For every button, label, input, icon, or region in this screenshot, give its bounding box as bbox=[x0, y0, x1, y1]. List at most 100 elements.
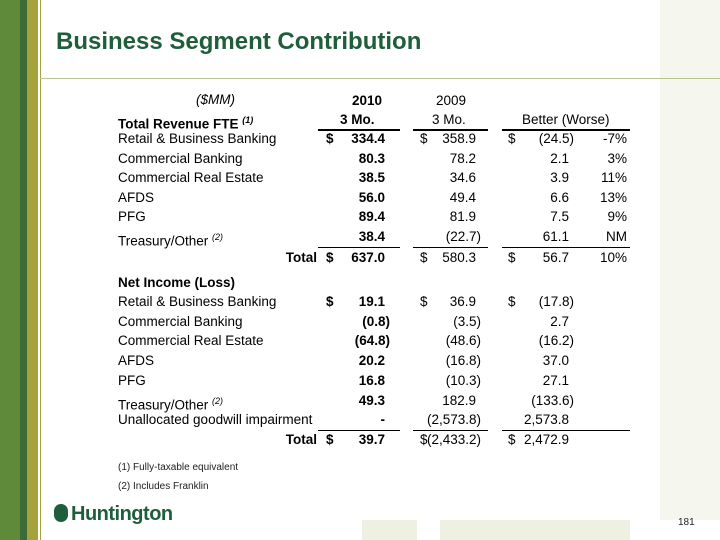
value-pct: 3% bbox=[607, 150, 627, 166]
footnote-ref: (1) bbox=[242, 115, 254, 125]
revenue-heading-text: Total Revenue FTE bbox=[118, 116, 239, 132]
logo-text: Huntington bbox=[71, 503, 173, 525]
row-label-text: Treasury/Other bbox=[118, 233, 209, 249]
value-2010: 19.1 bbox=[358, 294, 385, 309]
value-2009: (48.6) bbox=[445, 333, 481, 349]
sidebar-line bbox=[40, 0, 41, 540]
row-label: Unallocated goodwill impairment bbox=[118, 412, 312, 428]
sidebar-stripe-green bbox=[0, 0, 20, 540]
value-2009: (2,433.2) bbox=[426, 432, 481, 447]
value-change: 2,472.9 bbox=[523, 432, 569, 447]
logo-icon bbox=[54, 504, 68, 522]
value-pct: NM bbox=[606, 229, 627, 244]
value-change: 2,573.8 bbox=[523, 412, 569, 428]
value-2010: 38.4 bbox=[358, 229, 385, 244]
row-label-text: PFG bbox=[118, 372, 146, 388]
value-pct: 10% bbox=[599, 250, 627, 265]
sidebar-stripe-dark bbox=[20, 0, 27, 540]
row-label: Commercial Banking bbox=[118, 151, 243, 167]
currency-change: $ bbox=[508, 294, 516, 309]
value-2009: 78.2 bbox=[449, 150, 476, 166]
row-label-text: Commercial Real Estate bbox=[118, 170, 264, 186]
value-pct: 9% bbox=[607, 209, 627, 225]
value-change: 2.1 bbox=[550, 150, 569, 166]
currency-2010: $ bbox=[326, 250, 334, 265]
value-2009: (3.5) bbox=[453, 313, 481, 329]
value-change: 37.0 bbox=[542, 353, 569, 369]
row-label-text: Commercial Banking bbox=[118, 313, 243, 329]
underline bbox=[413, 129, 488, 131]
row-label-text: AFDS bbox=[118, 189, 155, 205]
value-2009: 36.9 bbox=[449, 294, 476, 309]
value-2010: 39.7 bbox=[358, 432, 385, 447]
currency-change: $ bbox=[508, 250, 516, 265]
page-number: 181 bbox=[678, 517, 695, 528]
value-change: (133.6) bbox=[531, 392, 574, 408]
value-2009: (16.8) bbox=[445, 353, 481, 369]
header-change: Better (Worse) bbox=[522, 112, 610, 127]
value-2010: 38.5 bbox=[358, 170, 385, 186]
value-2009: 580.3 bbox=[442, 250, 476, 265]
currency-change: $ bbox=[508, 131, 516, 146]
row-label: Retail & Business Banking bbox=[118, 131, 276, 147]
value-2009: 81.9 bbox=[449, 209, 476, 225]
value-change: 7.5 bbox=[550, 209, 569, 225]
revenue-heading: Total Revenue FTE (1) bbox=[118, 112, 253, 133]
watermark-shape bbox=[362, 520, 417, 540]
value-2010: (64.8) bbox=[354, 333, 390, 349]
value-change: 2.7 bbox=[550, 313, 569, 329]
row-label-text: Commercial Real Estate bbox=[118, 333, 264, 349]
total-label: Total bbox=[285, 432, 317, 447]
footnote-ref: (2) bbox=[212, 232, 224, 242]
header-2010-year: 2010 bbox=[352, 93, 383, 108]
currency-change: $ bbox=[508, 432, 516, 447]
row-label: Commercial Banking bbox=[118, 314, 243, 330]
currency-2010: $ bbox=[326, 131, 334, 146]
row-label: Commercial Real Estate bbox=[118, 333, 264, 349]
underline bbox=[502, 429, 630, 432]
value-change: 6.6 bbox=[550, 189, 569, 205]
currency-2010: $ bbox=[326, 432, 334, 447]
value-2010: 89.4 bbox=[358, 209, 385, 225]
value-2009: 358.9 bbox=[442, 131, 476, 146]
underline bbox=[318, 429, 400, 432]
value-2009: 49.4 bbox=[449, 189, 476, 205]
value-2010: 637.0 bbox=[351, 250, 385, 265]
currency-2009: $ bbox=[420, 131, 428, 146]
value-2009: 34.6 bbox=[449, 170, 476, 186]
title-divider bbox=[40, 78, 720, 79]
value-change: (16.2) bbox=[538, 333, 574, 349]
value-pct: 13% bbox=[599, 189, 627, 205]
value-2009: (2,573.8) bbox=[426, 412, 481, 428]
underline bbox=[502, 246, 630, 249]
value-change: 61.1 bbox=[542, 229, 569, 244]
value-pct: 11% bbox=[600, 170, 627, 186]
value-2010: 56.0 bbox=[358, 189, 385, 205]
underline bbox=[413, 246, 488, 249]
header-2010-period: 3 Mo. bbox=[340, 112, 375, 127]
row-label-text: Unallocated goodwill impairment bbox=[118, 412, 313, 428]
row-label: Commercial Real Estate bbox=[118, 170, 264, 186]
footnote-ref: (2) bbox=[212, 395, 224, 406]
row-label: PFG bbox=[118, 373, 146, 389]
row-label-text: Treasury/Other bbox=[118, 397, 209, 412]
value-2010: (0.8) bbox=[362, 313, 390, 329]
net-income-heading: Net Income (Loss) bbox=[118, 275, 236, 290]
currency-2009: $ bbox=[420, 432, 428, 447]
value-2010: 80.3 bbox=[358, 150, 385, 166]
value-change: 3.9 bbox=[550, 170, 569, 186]
huntington-logo: Huntington bbox=[54, 503, 173, 526]
row-label-text: PFG bbox=[118, 209, 146, 225]
value-2009: (22.7) bbox=[445, 229, 481, 244]
value-2010: 334.4 bbox=[351, 131, 385, 146]
row-label: Treasury/Other (2) bbox=[118, 393, 223, 414]
row-label: AFDS bbox=[118, 353, 154, 369]
currency-2009: $ bbox=[420, 294, 428, 309]
total-label: Total bbox=[285, 250, 317, 265]
row-label: Treasury/Other (2) bbox=[118, 229, 223, 250]
sidebar-stripe-olive bbox=[27, 0, 38, 540]
header-2009-year: 2009 bbox=[436, 93, 467, 108]
currency-2009: $ bbox=[420, 250, 428, 265]
value-change: (24.5) bbox=[538, 131, 574, 146]
